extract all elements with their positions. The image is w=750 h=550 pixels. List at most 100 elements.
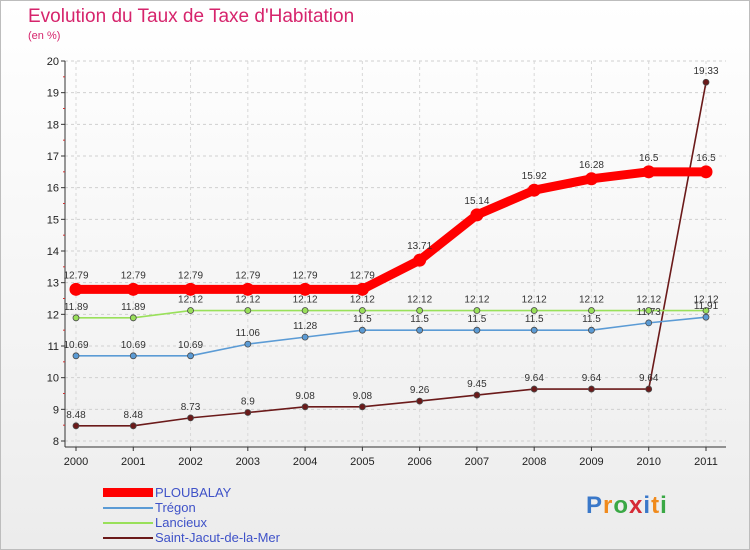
- y-tick-label: 12: [47, 309, 59, 321]
- y-tick-label: 18: [47, 119, 59, 131]
- data-label-lancieux: 11.89: [64, 302, 89, 313]
- data-label-lancieux: 12.12: [464, 295, 489, 306]
- brand-letter: t: [651, 492, 661, 519]
- series-line-saint-jacut-de-la-mer: [76, 82, 707, 427]
- data-point-ploubalay: [699, 165, 713, 179]
- data-point-ploubalay: [470, 208, 484, 222]
- y-tick-label: 15: [47, 214, 59, 226]
- data-label-lancieux: 12.12: [350, 295, 375, 306]
- data-label-ploubalay: 15.92: [522, 171, 547, 182]
- data-point-ploubalay: [642, 165, 656, 179]
- x-tick-label: 2003: [236, 456, 260, 468]
- x-tick-label: 2009: [579, 456, 603, 468]
- brand-letter: i: [643, 492, 652, 519]
- data-point-saint-jacut-de-la-mer: [187, 414, 194, 422]
- data-label-lancieux: 12.12: [407, 295, 432, 306]
- brand-letter: r: [603, 492, 614, 519]
- y-tick-label: 17: [47, 151, 59, 163]
- data-point-ploubalay: [184, 282, 198, 296]
- y-tick-label: 20: [47, 56, 59, 68]
- data-label-saint-jacut-de-la-mer: 9.08: [353, 391, 373, 402]
- data-label-saint-jacut-de-la-mer: 9.08: [295, 391, 315, 402]
- data-label-saint-jacut-de-la-mer: 8.9: [241, 397, 255, 408]
- data-point-ploubalay: [241, 282, 255, 296]
- legend-swatch: [103, 488, 153, 497]
- y-tick-label: 10: [47, 373, 59, 385]
- data-point-lancieux: [358, 307, 366, 314]
- series-line-ploubalay: [76, 167, 706, 294]
- data-label-tr-gon: 10.69: [63, 340, 88, 351]
- data-point-saint-jacut-de-la-mer: [129, 422, 137, 430]
- data-point-tr-gon: [416, 326, 424, 334]
- data-point-tr-gon: [530, 326, 538, 334]
- data-label-ploubalay: 16.5: [696, 153, 716, 164]
- data-point-ploubalay: [355, 282, 369, 296]
- data-point-lancieux: [129, 314, 137, 322]
- y-tick-label: 11: [48, 341, 59, 353]
- x-tick-label: 2005: [350, 456, 374, 468]
- data-label-ploubalay: 16.28: [579, 160, 604, 171]
- data-point-ploubalay: [126, 282, 140, 296]
- data-point-tr-gon: [187, 352, 194, 360]
- data-point-ploubalay: [527, 183, 541, 197]
- legend-swatch: [103, 506, 153, 509]
- data-point-saint-jacut-de-la-mer: [301, 403, 309, 411]
- data-label-ploubalay: 12.79: [178, 270, 203, 281]
- chart-title: Evolution du Taux de Taxe d'Habitation: [28, 6, 355, 27]
- brand-logo: Proxiti: [586, 492, 668, 520]
- data-point-lancieux: [588, 307, 595, 314]
- x-tick-label: 2010: [636, 456, 660, 468]
- data-label-tr-gon: 11.5: [468, 314, 487, 325]
- data-label-ploubalay: 16.5: [639, 153, 659, 164]
- data-point-lancieux: [473, 307, 481, 314]
- data-label-ploubalay: 12.79: [121, 270, 146, 281]
- data-point-ploubalay: [69, 282, 83, 296]
- data-point-saint-jacut-de-la-mer: [702, 78, 710, 86]
- data-label-lancieux: 12.12: [636, 295, 661, 306]
- data-label-tr-gon: 11.73: [637, 307, 662, 318]
- data-label-tr-gon: 10.69: [121, 340, 146, 351]
- y-tick-label: 14: [47, 246, 59, 258]
- data-point-lancieux: [187, 307, 194, 314]
- data-label-tr-gon: 11.5: [410, 314, 429, 325]
- data-label-tr-gon: 11.5: [353, 314, 372, 325]
- x-tick-label: 2001: [121, 456, 145, 468]
- data-label-saint-jacut-de-la-mer: 9.64: [639, 373, 659, 384]
- data-point-lancieux: [530, 307, 538, 314]
- data-label-lancieux: 11.89: [121, 302, 146, 313]
- data-label-saint-jacut-de-la-mer: 8.48: [66, 410, 86, 421]
- y-tick-label: 16: [47, 183, 59, 195]
- data-point-saint-jacut-de-la-mer: [358, 403, 366, 411]
- y-tick-label: 13: [47, 278, 59, 290]
- data-point-saint-jacut-de-la-mer: [473, 391, 481, 399]
- data-label-ploubalay: 15.14: [464, 196, 489, 207]
- legend-item-saint-jacut-de-la-mer: Saint-Jacut-de-la-Mer: [103, 530, 280, 545]
- data-label-saint-jacut-de-la-mer: 9.64: [524, 373, 544, 384]
- data-label-saint-jacut-de-la-mer: 9.64: [582, 373, 602, 384]
- legend-label: Saint-Jacut-de-la-Mer: [155, 530, 280, 545]
- data-point-tr-gon: [702, 313, 710, 321]
- legend-label: Lancieux: [155, 515, 208, 530]
- legend-label: PLOUBALAY: [155, 485, 232, 500]
- data-label-tr-gon: 11.5: [582, 314, 601, 325]
- x-tick-label: 2004: [293, 456, 317, 468]
- data-label-tr-gon: 11.28: [293, 321, 318, 332]
- legend-item-tr-gon: Trégon: [103, 500, 280, 515]
- y-tick-label: 8: [53, 436, 59, 448]
- data-point-ploubalay: [413, 253, 427, 267]
- data-point-saint-jacut-de-la-mer: [244, 409, 252, 416]
- data-label-ploubalay: 13.71: [407, 241, 432, 252]
- data-label-lancieux: 12.12: [178, 295, 203, 306]
- data-point-tr-gon: [129, 352, 137, 360]
- data-label-ploubalay: 12.79: [63, 270, 88, 281]
- data-label-tr-gon: 10.69: [178, 340, 203, 351]
- data-point-tr-gon: [301, 333, 309, 341]
- data-point-lancieux: [645, 307, 653, 314]
- x-tick-label: 2011: [694, 456, 718, 468]
- series-line-tr-gon: [76, 316, 707, 357]
- data-label-saint-jacut-de-la-mer: 9.45: [467, 379, 487, 390]
- data-label-saint-jacut-de-la-mer: 8.48: [124, 410, 144, 421]
- data-point-lancieux: [416, 307, 424, 314]
